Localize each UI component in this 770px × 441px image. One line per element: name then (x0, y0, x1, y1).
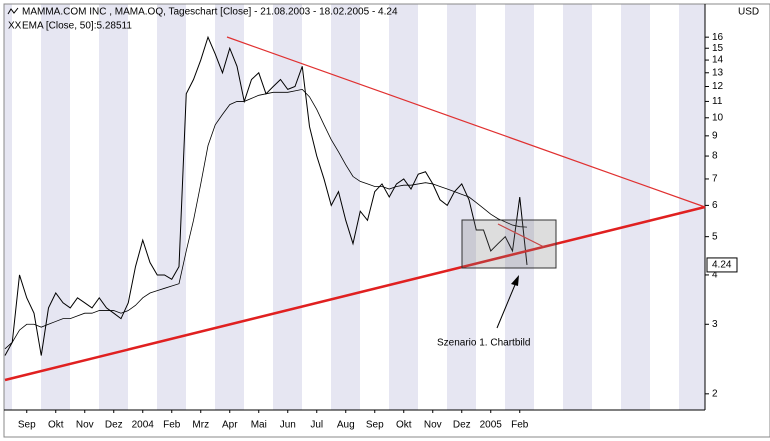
annotation: Szenario 1. Chartbild (437, 338, 530, 349)
legend-entry: EMA [Close, 50]:5.28511 (22, 21, 132, 32)
last-price-label: 4.24 (712, 260, 732, 271)
y-tick-label: 5 (712, 231, 718, 242)
y-tick-label: 16 (712, 32, 724, 43)
x-tick-label: Nov (424, 420, 442, 431)
x-tick-label: Okt (48, 420, 64, 431)
x-tick-label: Aug (337, 420, 355, 431)
y-tick-label: 10 (712, 112, 724, 123)
legend-icon (7, 7, 19, 15)
y-tick-label: 7 (712, 174, 718, 185)
x-tick-label: Dez (453, 420, 471, 431)
x-tick-label: Mrz (192, 420, 209, 431)
y-tick-label: 3 (712, 319, 718, 330)
arrow-line (496, 279, 518, 329)
plot-area (4, 4, 705, 410)
y-tick-label: 12 (712, 81, 724, 92)
ema-line (4, 88, 528, 350)
x-tick-label: Feb (511, 420, 529, 431)
y-tick-label: 4 (712, 270, 718, 281)
upper-trendline (226, 36, 706, 208)
x-tick-label: Mai (251, 420, 267, 431)
y-tick-label: 2 (712, 388, 718, 399)
y-tick-label: 9 (712, 130, 718, 141)
currency: USD (738, 7, 759, 18)
x-tick-label: Feb (163, 420, 181, 431)
legend-entry: MAMMA.COM INC , MAMA.OQ, Tageschart [Clo… (22, 7, 398, 18)
frame (3, 3, 770, 438)
y-tick-label: 15 (712, 43, 724, 54)
x-tick-label: Dez (105, 420, 123, 431)
short-trendline (497, 223, 545, 248)
x-tick-label: Okt (396, 420, 412, 431)
y-tick-label: 13 (712, 67, 724, 78)
y-tick-label: 14 (712, 55, 724, 66)
x-tick-label: Apr (222, 420, 238, 431)
y-tick-label: 11 (712, 96, 723, 107)
marks (4, 35, 528, 356)
x-tick-label: 2005 (480, 420, 503, 431)
highlight-box (461, 219, 557, 269)
x-tick-label: Sep (366, 420, 384, 431)
x-tick-label: Jun (280, 420, 296, 431)
legend-icon: XX (8, 21, 22, 32)
x-tick-label: 2004 (132, 420, 155, 431)
last-price-box (706, 257, 738, 273)
x-tick-label: Nov (76, 420, 94, 431)
x-tick-label: Jul (310, 420, 323, 431)
lower-trendline (4, 205, 706, 382)
x-tick-label: Sep (18, 420, 36, 431)
y-tick-label: 6 (712, 200, 718, 211)
arrow-head (511, 275, 519, 286)
y-tick-label: 8 (712, 151, 718, 162)
